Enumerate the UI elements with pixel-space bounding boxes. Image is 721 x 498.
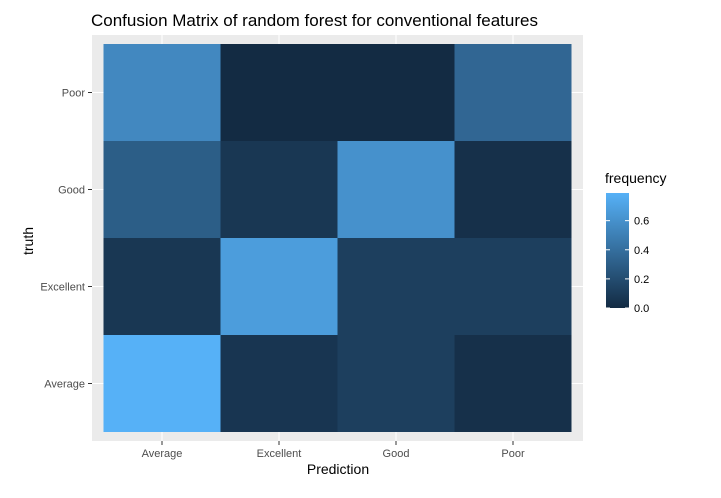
heatmap-cell-good-good [337,141,455,238]
legend-title: frequency [605,170,666,186]
heatmap-cell-average-excellent [220,335,338,432]
y-tick-label: Poor [62,88,86,100]
heatmap-cell-poor-excellent [220,44,338,141]
y-axis-title: truth [20,227,36,255]
y-tick-label: Average [44,379,85,391]
legend-colorbar [606,193,629,308]
heatmap-cell-excellent-poor [454,238,572,335]
x-tick-label: Good [383,448,410,460]
heatmap-cell-poor-poor [454,44,572,141]
heatmap-cell-poor-average [103,44,221,141]
heatmap-cell-poor-good [337,44,455,141]
x-tick-label: Average [142,448,183,460]
x-axis-ticks: Average Excellent Good Poor [142,441,525,460]
x-tick-label: Poor [501,448,525,460]
heatmap-cell-excellent-good [337,238,455,335]
legend-tick-label: 0.0 [634,303,649,315]
heatmap-cell-excellent-average [103,238,221,335]
x-tick-label: Excellent [257,448,302,460]
y-tick-label: Excellent [40,282,85,294]
heatmap-cell-good-poor [454,141,572,238]
x-axis-title: Prediction [307,461,369,477]
heatmap-cell-good-average [103,141,221,238]
y-tick-label: Good [58,185,85,197]
legend-ticks: 0.0 0.2 0.4 0.6 [606,216,649,315]
y-axis-ticks: Average Excellent Good Poor [40,88,92,391]
legend-tick-label: 0.4 [634,245,649,257]
heatmap-cells [103,44,572,432]
heatmap-cell-excellent-excellent [220,238,338,335]
legend: frequency 0.0 0.2 0.4 0.6 [605,170,666,315]
heatmap-cell-good-excellent [220,141,338,238]
heatmap-cell-average-average [103,335,221,432]
heatmap-cell-average-poor [454,335,572,432]
chart-title: Confusion Matrix of random forest for co… [91,11,538,30]
heatmap-cell-average-good [337,335,455,432]
legend-tick-label: 0.2 [634,274,649,286]
legend-tick-label: 0.6 [634,216,649,228]
